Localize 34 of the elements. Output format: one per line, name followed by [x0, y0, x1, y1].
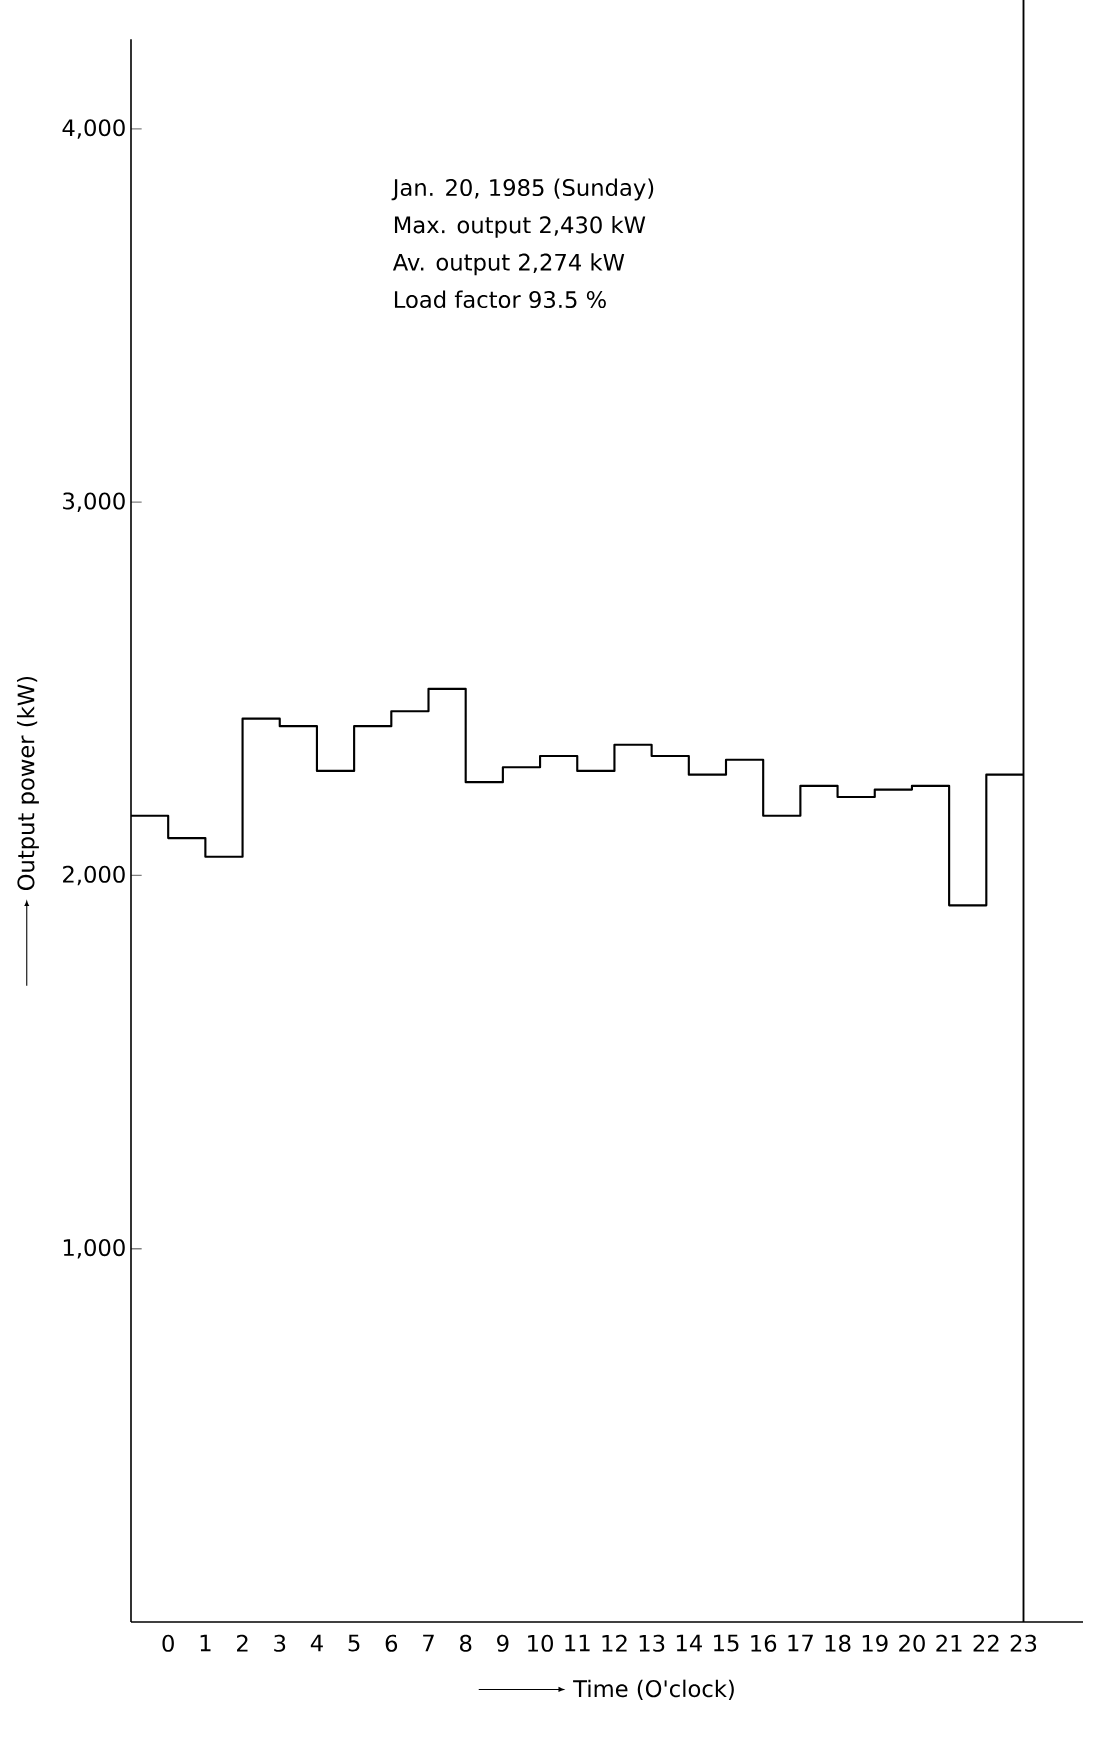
y-tick-label: 2,000	[63, 865, 125, 886]
x-tick-label: 12	[602, 1634, 627, 1652]
x-tick-label: 17	[788, 1634, 813, 1652]
x-tick-label: 11	[565, 1634, 590, 1652]
y-tick-label: 3,000	[63, 492, 125, 512]
y-tick-label: 4,000	[62, 119, 125, 139]
x-tick-label: 21	[936, 1634, 962, 1652]
x-tick-label: 20	[899, 1634, 925, 1652]
x-tick-label: 22	[973, 1634, 999, 1652]
x-tick-label: 23	[1010, 1634, 1037, 1652]
x-tick-label: 14	[676, 1634, 702, 1652]
y-tick-label: 1,000	[63, 1238, 125, 1259]
x-tick-label: 18	[825, 1634, 851, 1652]
x-axis-title: Time (O'clock)	[573, 1679, 734, 1700]
x-tick-label: 4	[310, 1634, 323, 1652]
x-tick-label: 1	[200, 1634, 211, 1652]
x-tick-label: 19	[862, 1634, 888, 1652]
annotation: Max. output 2,430 kW	[394, 215, 646, 238]
x-tick-label: 7	[423, 1634, 434, 1652]
x-tick-label: 3	[274, 1634, 286, 1652]
x-tick-label: 0	[162, 1634, 174, 1652]
x-tick-label: 8	[460, 1634, 472, 1652]
annotation: Jan. 20, 1985 (Sunday)	[391, 178, 654, 201]
x-tick-label: 5	[348, 1634, 360, 1652]
x-tick-label: 9	[497, 1634, 509, 1652]
annotation: Load factor 93.5 %	[394, 290, 606, 309]
x-tick-label: 6	[385, 1634, 398, 1652]
x-tick-label: 16	[751, 1634, 777, 1652]
x-tick-label: 15	[714, 1634, 739, 1652]
x-tick-label: 13	[639, 1634, 665, 1652]
x-tick-label: 2	[237, 1634, 248, 1652]
y-axis-title: Output power (kW)	[16, 676, 39, 891]
annotation: Av. output 2,274 kW	[392, 253, 625, 276]
x-tick-label: 10	[528, 1634, 553, 1652]
